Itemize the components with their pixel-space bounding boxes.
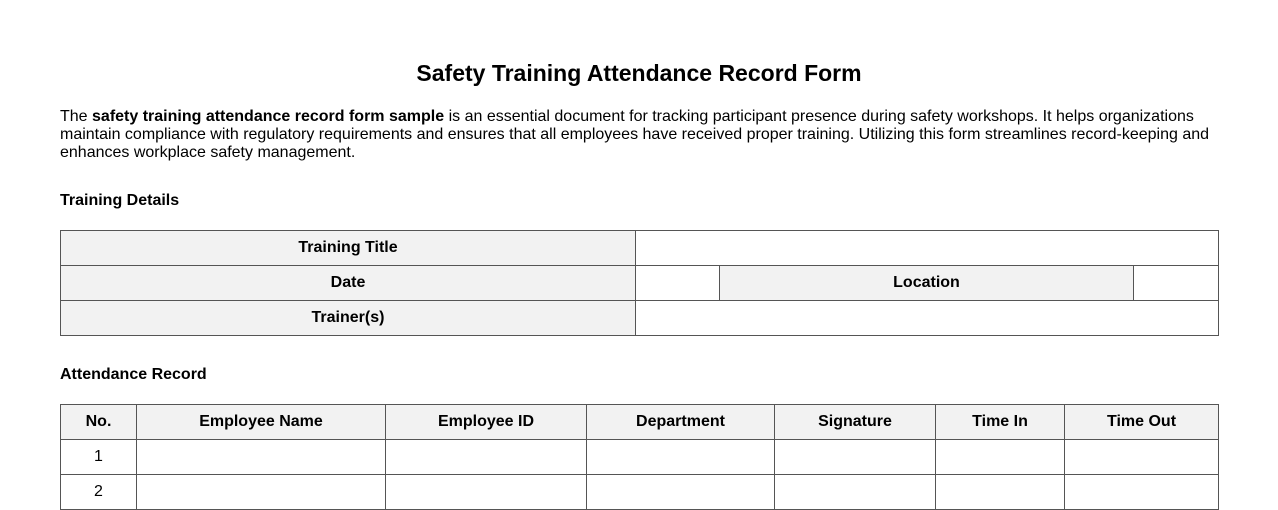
- trainers-label: Trainer(s): [60, 300, 636, 336]
- intro-prefix: The: [60, 108, 93, 125]
- employee-name-cell[interactable]: [136, 439, 386, 475]
- attendance-header-row: No. Employee Name Employee ID Department…: [60, 404, 1219, 440]
- location-field[interactable]: [1132, 265, 1220, 301]
- table-row: 2: [60, 474, 1219, 510]
- col-no: No.: [60, 404, 137, 440]
- col-time-in: Time In: [935, 404, 1065, 440]
- training-title-row: Training Title: [60, 230, 1220, 266]
- training-details-table: Training Title Date Location Trainer(s): [60, 230, 1220, 336]
- signature-cell[interactable]: [774, 439, 936, 475]
- col-signature: Signature: [774, 404, 936, 440]
- department-cell[interactable]: [586, 439, 775, 475]
- time-out-cell[interactable]: [1064, 439, 1219, 475]
- employee-id-cell[interactable]: [385, 439, 587, 475]
- trainers-row: Trainer(s): [60, 300, 1220, 336]
- attendance-table: No. Employee Name Employee ID Department…: [60, 404, 1219, 510]
- employee-id-cell[interactable]: [385, 474, 587, 510]
- training-details-heading: Training Details: [60, 192, 180, 209]
- date-location-row: Date Location: [60, 265, 1220, 301]
- col-department: Department: [586, 404, 775, 440]
- training-title-label: Training Title: [60, 230, 636, 266]
- col-employee-id: Employee ID: [385, 404, 587, 440]
- page-title: Safety Training Attendance Record Form: [416, 60, 862, 86]
- intro-suffix: is an essential document for tracking pa…: [60, 108, 1210, 161]
- table-row: 1: [60, 439, 1219, 475]
- intro-bold: safety training attendance record form s…: [92, 108, 445, 125]
- time-in-cell[interactable]: [935, 474, 1065, 510]
- row-number: 1: [60, 439, 137, 475]
- intro-paragraph: The safety training attendance record fo…: [60, 108, 1220, 162]
- location-label: Location: [719, 265, 1134, 301]
- col-time-out: Time Out: [1064, 404, 1219, 440]
- time-in-cell[interactable]: [935, 439, 1065, 475]
- training-title-field[interactable]: [634, 230, 1220, 266]
- time-out-cell[interactable]: [1064, 474, 1219, 510]
- col-employee-name: Employee Name: [136, 404, 386, 440]
- trainers-field[interactable]: [634, 300, 1220, 336]
- department-cell[interactable]: [586, 474, 775, 510]
- attendance-heading: Attendance Record: [60, 366, 207, 383]
- row-number: 2: [60, 474, 137, 510]
- signature-cell[interactable]: [774, 474, 936, 510]
- date-field[interactable]: [635, 265, 720, 301]
- date-label: Date: [60, 265, 636, 301]
- employee-name-cell[interactable]: [136, 474, 386, 510]
